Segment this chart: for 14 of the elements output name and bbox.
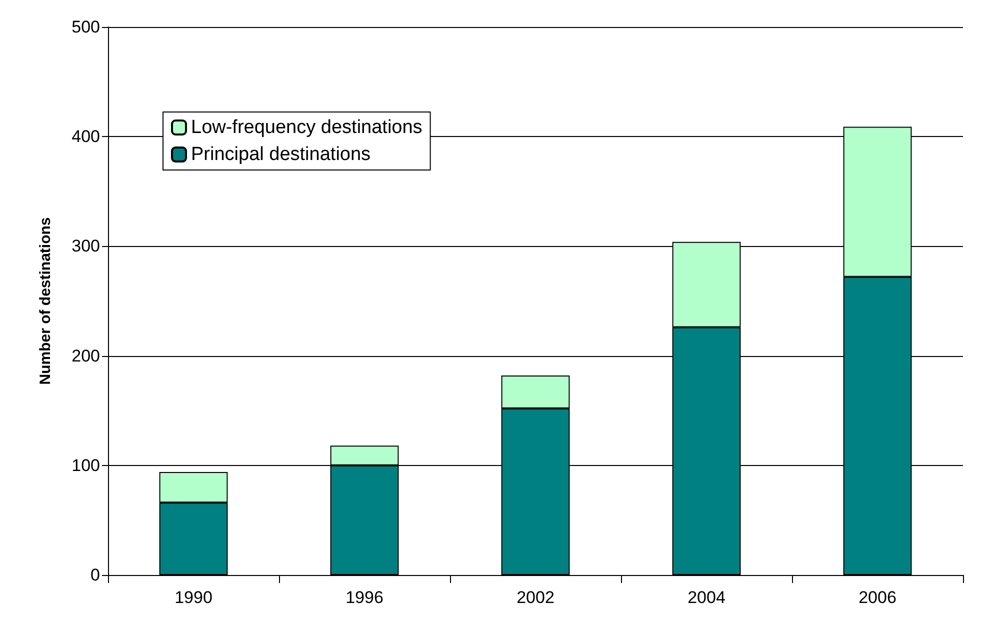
y-tick-label: 300 [72,236,100,256]
y-tick-label: 100 [72,456,100,475]
x-tick-label: 2006 [858,588,896,607]
x-tick-label: 2004 [688,588,726,607]
x-tick-label: 1996 [346,588,384,607]
legend-label: Low-frequency destinations [191,117,422,138]
x-tick-label: 1990 [174,588,212,607]
y-tick-label: 200 [72,346,100,366]
y-tick-label: 500 [72,18,100,36]
y-tick-label: 0 [90,566,100,584]
x-tick-label: 2002 [516,588,554,607]
y-axis-title: Number of destinations [37,217,54,385]
y-tick-label: 400 [72,127,100,146]
legend-label: Principal destinations [191,144,371,165]
